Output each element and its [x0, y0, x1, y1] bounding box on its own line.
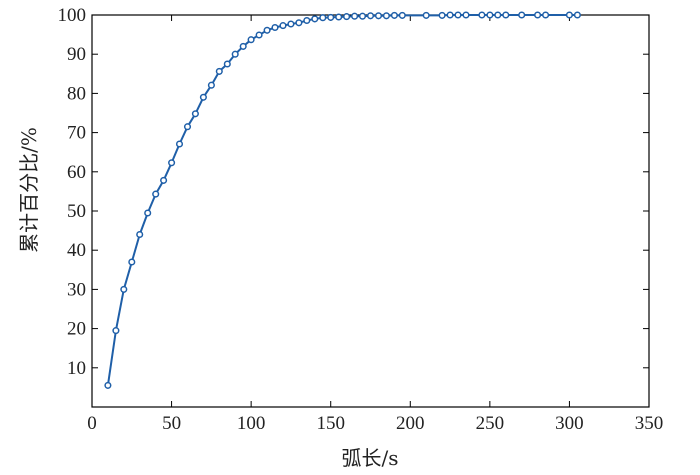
data-point [390, 11, 398, 19]
data-point [534, 11, 542, 19]
data-point [112, 327, 120, 335]
data-point [398, 11, 406, 19]
data-point [502, 11, 510, 19]
data-point [160, 176, 168, 184]
y-tick-label: 50 [67, 201, 86, 222]
data-point [223, 60, 231, 68]
series-line [106, 14, 578, 386]
x-tick-label: 50 [162, 413, 181, 434]
data-point [136, 230, 144, 239]
x-tick-label: 250 [476, 413, 505, 434]
data-point [287, 20, 295, 28]
data-point [374, 12, 383, 20]
data-point [152, 190, 160, 198]
data-point [247, 36, 255, 44]
data-point [454, 11, 462, 19]
y-tick-label: 60 [67, 162, 86, 183]
data-point [207, 81, 215, 89]
data-point [303, 16, 311, 25]
plot-frame [91, 14, 650, 408]
data-point [573, 11, 581, 19]
data-point [263, 26, 271, 34]
data-point [319, 14, 327, 22]
data-point [486, 11, 494, 19]
data-point [494, 11, 502, 19]
data-point [239, 42, 247, 50]
data-point [478, 11, 486, 19]
data-point [279, 22, 287, 30]
y-tick-label: 100 [58, 5, 87, 26]
data-point [128, 258, 136, 266]
axis-ticks [91, 14, 650, 407]
y-tick-label: 70 [67, 123, 86, 144]
data-point [327, 13, 335, 21]
y-tick-label: 40 [67, 240, 86, 261]
x-tick-label: 300 [555, 413, 584, 434]
data-point [231, 50, 239, 58]
data-points [104, 11, 581, 389]
data-point [144, 209, 152, 217]
data-point [104, 381, 112, 389]
y-tick-label: 30 [67, 279, 86, 300]
x-tick-label: 200 [396, 413, 425, 434]
data-point [215, 67, 223, 75]
y-tick-label: 80 [67, 83, 86, 104]
data-point [446, 11, 454, 19]
y-tick-label: 20 [67, 319, 86, 340]
data-point [422, 11, 430, 19]
data-point [175, 140, 184, 148]
data-point [565, 11, 573, 19]
data-point [335, 13, 343, 21]
x-tick-labels: 0 50 100 150 200 250 300 350 [87, 413, 663, 434]
data-point [542, 11, 550, 19]
data-point [462, 11, 470, 19]
data-point [168, 159, 176, 167]
x-tick-label: 0 [87, 413, 97, 434]
x-tick-label: 100 [237, 413, 266, 434]
data-point [438, 11, 446, 19]
y-tick-labels: 10 20 30 40 50 60 70 80 90 100 [58, 5, 87, 379]
data-point [271, 23, 279, 32]
data-point [358, 12, 367, 20]
data-point [120, 285, 128, 293]
data-point [183, 123, 192, 131]
data-point [343, 13, 351, 21]
x-axis-title: 弧长/s [341, 446, 398, 470]
data-point [295, 19, 303, 27]
data-point [382, 12, 390, 20]
data-point [311, 15, 319, 23]
y-axis-title: 累计百分比/% [17, 127, 41, 253]
data-point [518, 11, 526, 19]
x-tick-label: 150 [316, 413, 345, 434]
y-tick-label: 10 [67, 358, 86, 379]
data-point [191, 110, 199, 118]
x-tick-label: 350 [635, 413, 664, 434]
y-tick-label: 90 [67, 44, 86, 65]
data-point [366, 12, 375, 20]
data-point [255, 31, 263, 39]
data-point [351, 12, 359, 20]
data-point [199, 93, 207, 101]
